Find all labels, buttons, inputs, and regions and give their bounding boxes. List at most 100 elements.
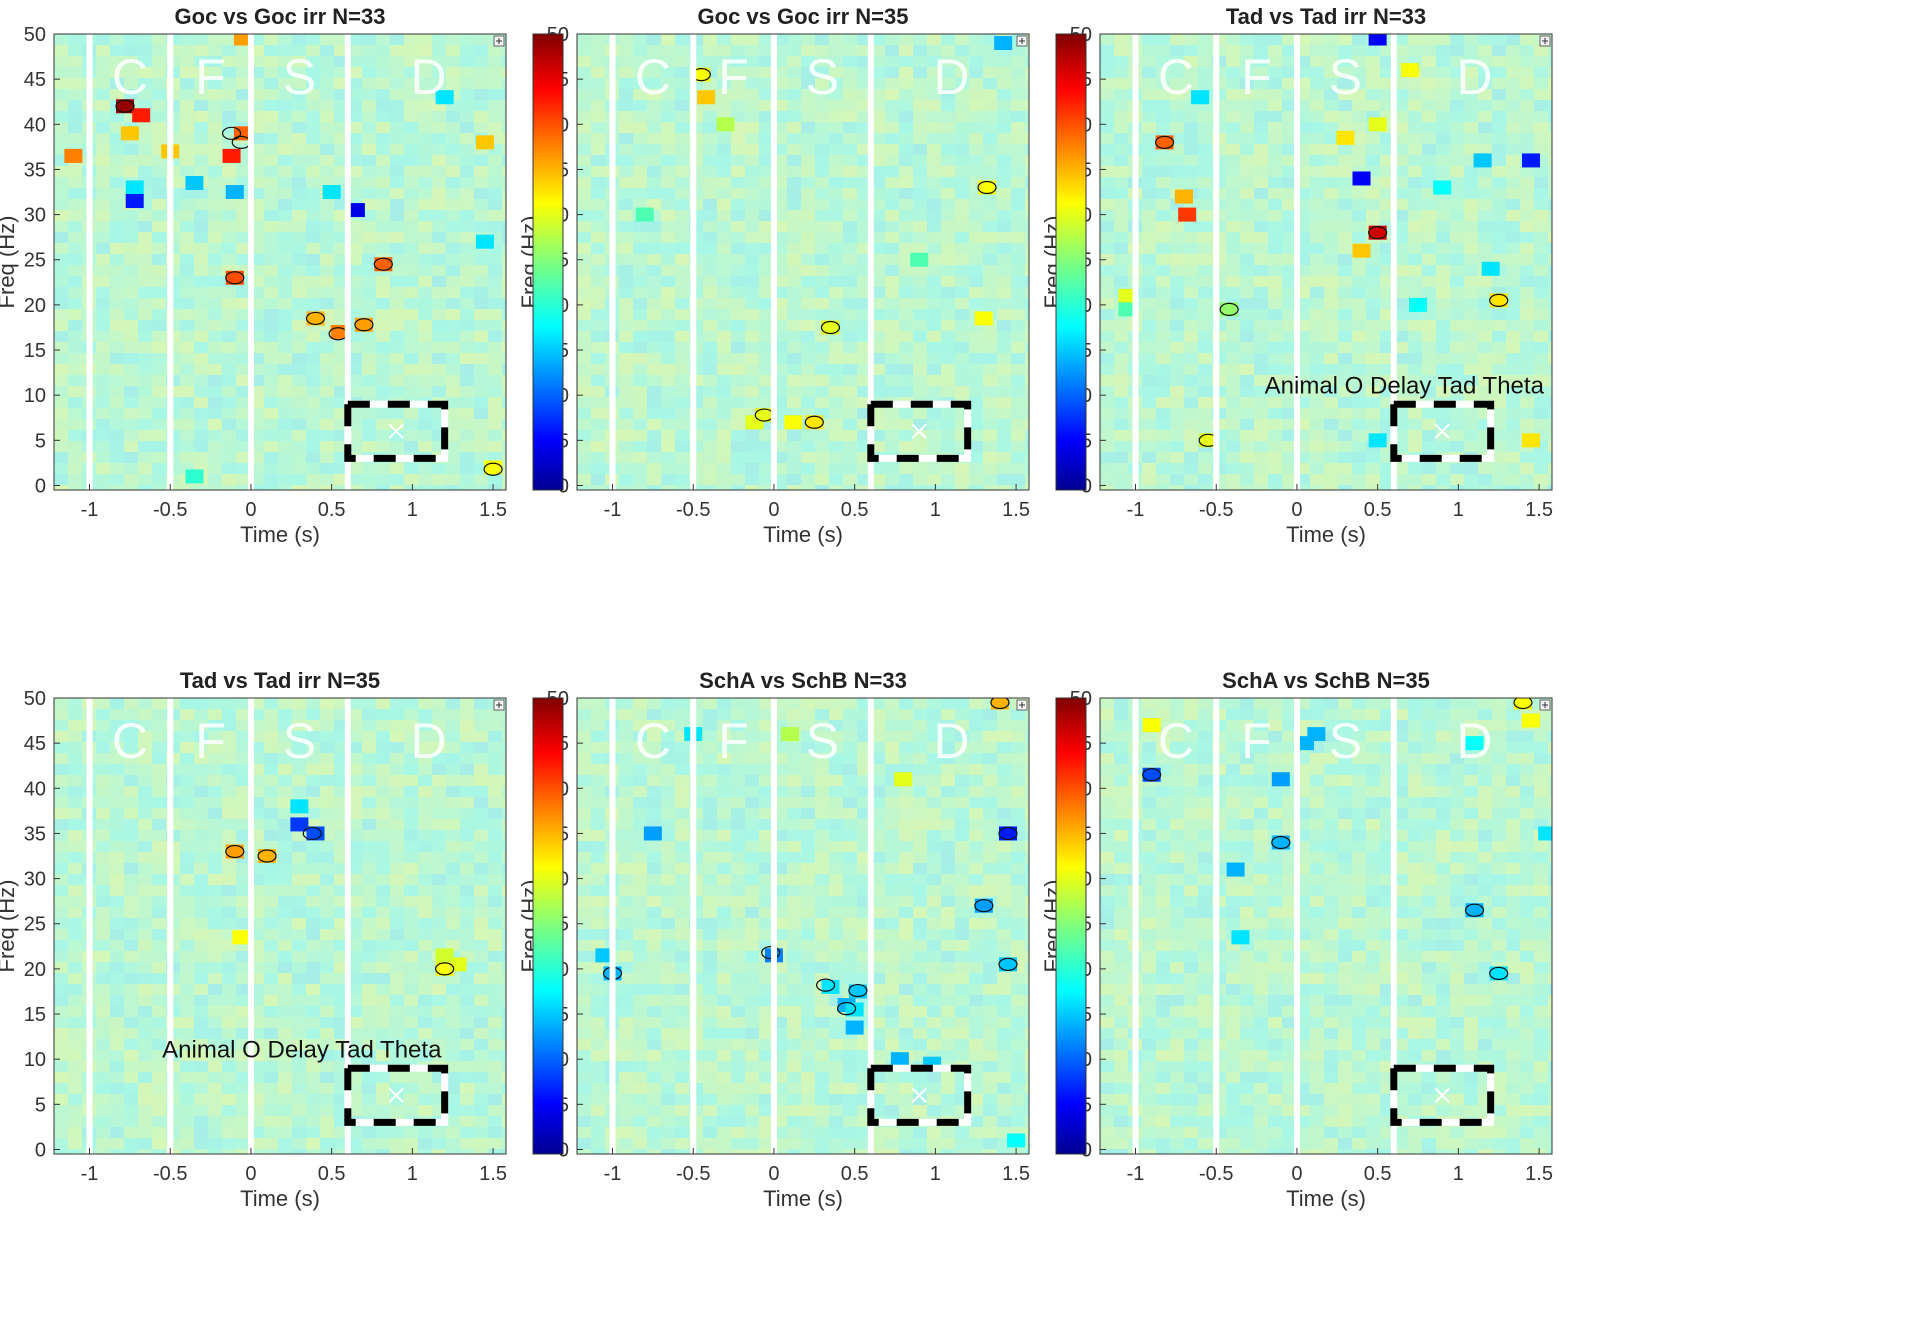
heatmap-cell bbox=[208, 155, 222, 166]
heatmap-cell bbox=[1366, 463, 1380, 474]
heatmap-cell bbox=[731, 276, 745, 287]
heatmap-cell bbox=[474, 122, 488, 133]
heatmap-cell bbox=[1422, 386, 1436, 397]
heatmap-cell bbox=[773, 320, 787, 331]
heatmap-cell bbox=[250, 430, 264, 441]
heatmap-cell bbox=[264, 764, 278, 775]
heatmap-cell bbox=[1100, 287, 1114, 298]
heatmap-cell bbox=[1464, 276, 1478, 287]
heatmap-cell bbox=[983, 375, 997, 386]
heatmap-cell bbox=[320, 67, 334, 78]
heatmap-cell bbox=[1310, 89, 1324, 100]
heatmap-cell bbox=[180, 397, 194, 408]
heatmap-cell bbox=[591, 45, 605, 56]
heatmap-cell bbox=[152, 885, 166, 896]
heatmap-cell bbox=[619, 89, 633, 100]
heatmap-cell bbox=[1310, 452, 1324, 463]
heatmap-cell bbox=[899, 474, 913, 485]
heatmap-cell bbox=[306, 331, 320, 342]
heatmap-cell bbox=[152, 100, 166, 111]
heatmap-cell bbox=[801, 309, 815, 320]
heatmap-cell bbox=[1380, 133, 1394, 144]
heatmap-cell bbox=[1380, 89, 1394, 100]
heatmap-cell bbox=[801, 199, 815, 210]
heatmap-cell bbox=[1156, 232, 1170, 243]
heatmap-cell bbox=[488, 265, 502, 276]
heatmap-cell bbox=[194, 243, 208, 254]
heatmap-cell bbox=[68, 364, 82, 375]
heatmap-cell bbox=[334, 863, 348, 874]
heatmap-cell bbox=[1100, 243, 1114, 254]
heatmap-cell bbox=[997, 276, 1011, 287]
heatmap-cell bbox=[1506, 441, 1520, 452]
heatmap-cell bbox=[619, 155, 633, 166]
heatmap-cell bbox=[1282, 474, 1296, 485]
heatmap-cell bbox=[983, 56, 997, 67]
heatmap-cell bbox=[390, 698, 404, 709]
heatmap-cell bbox=[1240, 375, 1254, 386]
heatmap-cell bbox=[577, 364, 591, 375]
heatmap-cell bbox=[110, 155, 124, 166]
heatmap-cell bbox=[446, 166, 460, 177]
heatmap-cell bbox=[829, 309, 843, 320]
heatmap-cell bbox=[731, 397, 745, 408]
heatmap-cell bbox=[941, 45, 955, 56]
heatmap-cell bbox=[1450, 166, 1464, 177]
heatmap-blob bbox=[1368, 225, 1387, 240]
heatmap-cell bbox=[899, 78, 913, 89]
heatmap-cell bbox=[278, 210, 292, 221]
heatmap-blob bbox=[635, 207, 654, 222]
heatmap-cell bbox=[278, 753, 292, 764]
heatmap-cell bbox=[306, 698, 320, 709]
heatmap-cell bbox=[1436, 166, 1450, 177]
heatmap-cell bbox=[1170, 386, 1184, 397]
heatmap-cell bbox=[264, 34, 278, 45]
heatmap-cell bbox=[969, 342, 983, 353]
heatmap-cell bbox=[320, 232, 334, 243]
heatmap-cell bbox=[717, 67, 731, 78]
heatmap-cell bbox=[68, 397, 82, 408]
heatmap-cell bbox=[292, 100, 306, 111]
heatmap-cell bbox=[96, 342, 110, 353]
heatmap-cell bbox=[474, 100, 488, 111]
heatmap-cell bbox=[292, 67, 306, 78]
heatmap-cell bbox=[54, 309, 68, 320]
heatmap-cell bbox=[488, 56, 502, 67]
heatmap-cell bbox=[1366, 419, 1380, 430]
heatmap-cell bbox=[675, 67, 689, 78]
heatmap-cell bbox=[362, 199, 376, 210]
heatmap-cell bbox=[759, 199, 773, 210]
heatmap-cell bbox=[418, 221, 432, 232]
heatmap-cell bbox=[1114, 441, 1128, 452]
heatmap-cell bbox=[488, 144, 502, 155]
significance-contour bbox=[373, 257, 393, 271]
heatmap-cell bbox=[110, 463, 124, 474]
heatmap-cell bbox=[675, 188, 689, 199]
heatmap-cell bbox=[124, 463, 138, 474]
heatmap-cell bbox=[1142, 353, 1156, 364]
heatmap-cell bbox=[1282, 353, 1296, 364]
heatmap-cell bbox=[54, 786, 68, 797]
heatmap-cell bbox=[1240, 419, 1254, 430]
heatmap-cell bbox=[334, 210, 348, 221]
heatmap-cell bbox=[264, 430, 278, 441]
heatmap-cell bbox=[1184, 419, 1198, 430]
heatmap-cell bbox=[404, 221, 418, 232]
heatmap-cell bbox=[306, 155, 320, 166]
heatmap-cell bbox=[1548, 177, 1552, 188]
heatmap-cell bbox=[110, 775, 124, 786]
heatmap-cell bbox=[1450, 408, 1464, 419]
heatmap-cell bbox=[1478, 56, 1492, 67]
heatmap-cell bbox=[1352, 122, 1366, 133]
heatmap-cell bbox=[1142, 133, 1156, 144]
heatmap-cell bbox=[1282, 122, 1296, 133]
heatmap-cell bbox=[1366, 254, 1380, 265]
heatmap-cell bbox=[1478, 133, 1492, 144]
heatmap-cell bbox=[1156, 265, 1170, 276]
heatmap-cell bbox=[390, 742, 404, 753]
heatmap-cell bbox=[647, 111, 661, 122]
heatmap-cell bbox=[1380, 452, 1394, 463]
heatmap-cell bbox=[787, 309, 801, 320]
heatmap-cell bbox=[418, 67, 432, 78]
heatmap-cell bbox=[843, 386, 857, 397]
